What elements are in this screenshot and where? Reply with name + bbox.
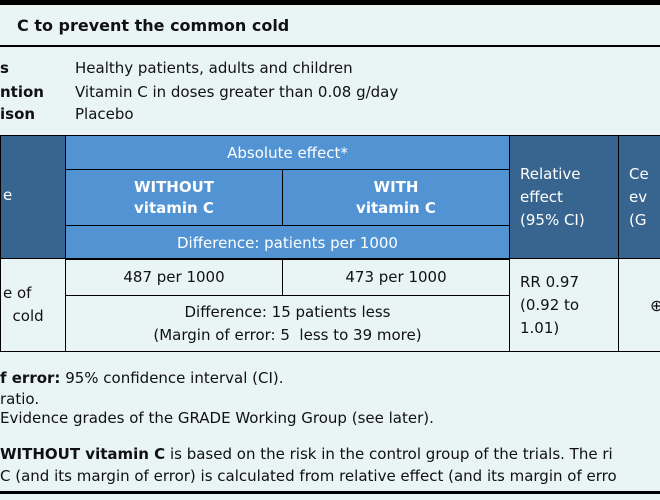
footnote-text: is based on the risk in the control grou… [165, 445, 613, 463]
pico-row-patients: s Healthy patients, adults and children [0, 59, 660, 81]
title-underline-rule [0, 45, 660, 47]
certainty-cell: ⊕ [618, 258, 660, 352]
pico-value-comparison: Placebo [75, 105, 134, 123]
pico-value-patients: Healthy patients, adults and children [75, 59, 353, 77]
footnote-bold-fragment: f error: [0, 369, 61, 387]
with-value-text: 473 per 1000 [345, 268, 447, 286]
difference-header-text: Difference: patients per 1000 [177, 233, 398, 252]
absolute-effect-header: Absolute effect* [65, 135, 510, 170]
without-value-cell: 487 per 1000 [65, 258, 283, 296]
page-title: C to prevent the common cold [17, 16, 290, 35]
footnote-text: 95% confidence interval (CI). [60, 369, 284, 387]
absolute-effect-header-text: Absolute effect* [227, 143, 348, 162]
pico-label-fragment: ntion [0, 83, 44, 101]
with-value-cell: 473 per 1000 [282, 258, 510, 296]
pico-row-intervention: ntion Vitamin C in doses greater than 0.… [0, 83, 660, 105]
relative-effect-cell: RR 0.97 (0.92 to 1.01) [509, 258, 619, 352]
pico-row-comparison: ison Placebo [0, 105, 660, 127]
without-vitamin-c-header: WITHOUT vitamin C [65, 169, 283, 226]
footnote-risk-ratio: ratio. [0, 390, 40, 408]
outcome-cell: e of cold [0, 258, 66, 352]
difference-header: Difference: patients per 1000 [65, 225, 510, 260]
bottom-border-rule [0, 491, 660, 494]
certainty-header: Ce ev (G [618, 135, 660, 259]
relative-effect-header: Relative effect (95% CI) [509, 135, 619, 259]
footnote-without-risk: WITHOUT vitamin C is based on the risk i… [0, 445, 660, 463]
without-value-text: 487 per 1000 [123, 268, 225, 286]
pico-label-fragment: s [0, 59, 9, 77]
pico-value-intervention: Vitamin C in doses greater than 0.08 g/d… [75, 83, 399, 101]
footnote-calculated-effect: C (and its margin of error) is calculate… [0, 467, 617, 485]
footnote-bold-fragment: WITHOUT vitamin C [0, 445, 166, 463]
with-vitamin-c-header: WITH vitamin C [282, 169, 510, 226]
footnote-grade: Evidence grades of the GRADE Working Gro… [0, 409, 434, 427]
top-border-rule [0, 0, 660, 5]
footnote-margin-of-error: f error: 95% confidence interval (CI). [0, 369, 660, 387]
grade-plus-circle-icon: ⊕ [650, 296, 660, 315]
outcome-column-header: e [0, 135, 66, 259]
difference-value-cell: Difference: 15 patients less (Margin of … [65, 295, 510, 352]
outcome-header-text-fragment: e [3, 186, 13, 204]
pico-label-fragment: ison [0, 105, 36, 123]
